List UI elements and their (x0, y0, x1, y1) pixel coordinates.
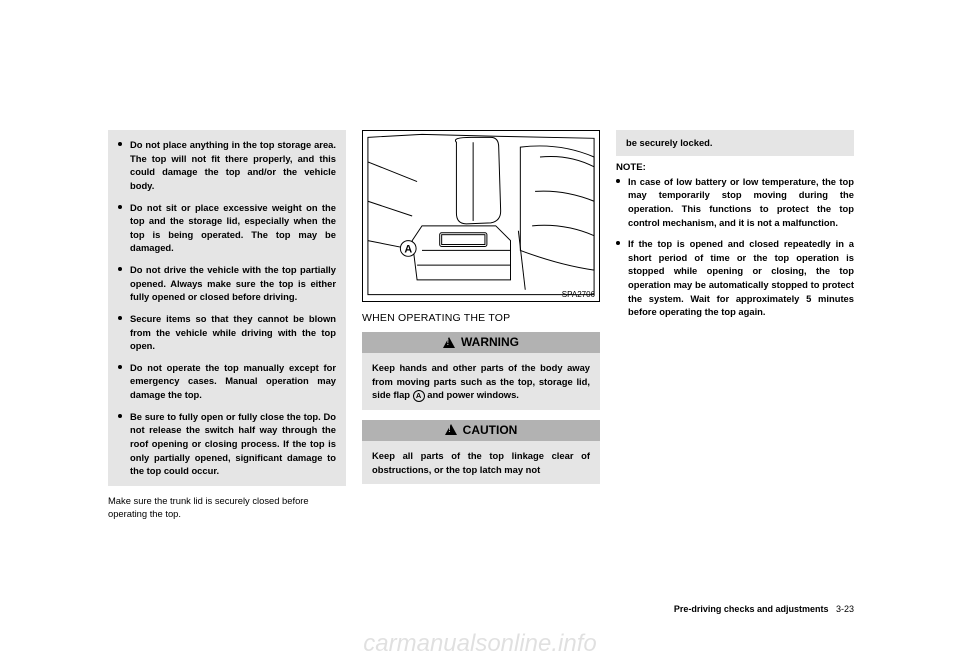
list-item: Do not operate the top manually except f… (118, 361, 336, 402)
watermark: carmanualsonline.info (363, 630, 596, 658)
column-2: A SPA2706 WHEN OPERATING THE TOP WARNING… (362, 130, 600, 620)
figure: A SPA2706 (362, 130, 600, 302)
page-content: Do not place anything in the top storage… (108, 130, 854, 620)
page-footer: Pre-driving checks and adjustments 3-23 (674, 604, 854, 614)
note-title: NOTE: (616, 162, 854, 173)
warning-body: Keep hands and other parts of the body a… (362, 353, 600, 410)
list-item-text: Do not operate the top manually except f… (130, 361, 336, 402)
column-1: Do not place anything in the top storage… (108, 130, 346, 620)
note-block: NOTE: In case of low battery or low temp… (616, 156, 854, 327)
warning-icon (445, 424, 457, 435)
list-item: If the top is opened and closed repeated… (616, 237, 854, 319)
bullet-icon (118, 316, 122, 320)
list-item: Do not drive the vehicle with the top pa… (118, 263, 336, 304)
warning-title: WARNING (461, 335, 519, 349)
bullet-icon (118, 142, 122, 146)
list-item-text: Do not sit or place excessive weight on … (130, 201, 336, 256)
footer-page: 3-23 (836, 604, 854, 614)
footer-section: Pre-driving checks and adjustments (674, 604, 829, 614)
column-3: be securely locked. NOTE: In case of low… (616, 130, 854, 620)
list-item: Do not sit or place excessive weight on … (118, 201, 336, 256)
list-item: Be sure to fully open or fully close the… (118, 410, 336, 478)
warning-icon (443, 337, 455, 348)
bullet-icon (616, 241, 620, 245)
bullet-icon (118, 365, 122, 369)
list-item-text: Do not drive the vehicle with the top pa… (130, 263, 336, 304)
list-item-text: In case of low battery or low temperatur… (628, 175, 854, 230)
bullet-icon (616, 179, 620, 183)
list-item-text: Do not place anything in the top storage… (130, 138, 336, 193)
list-item-text: If the top is opened and closed repeated… (628, 237, 854, 319)
figure-svg: A (363, 131, 599, 301)
caution-body: Keep all parts of the top linkage clear … (362, 441, 600, 484)
section-subtitle: WHEN OPERATING THE TOP (362, 312, 600, 324)
caution-header: CAUTION (362, 420, 600, 441)
list-item-text: Secure items so that they cannot be blow… (130, 312, 336, 353)
bullet-icon (118, 414, 122, 418)
figure-callout-a: A (404, 243, 412, 255)
bullet-icon (118, 205, 122, 209)
plain-paragraph: Make sure the trunk lid is securely clos… (108, 494, 346, 520)
list-item-text: Be sure to fully open or fully close the… (130, 410, 336, 478)
list-item: Do not place anything in the top storage… (118, 138, 336, 193)
callout-a-icon: A (413, 390, 425, 402)
list-item: Secure items so that they cannot be blow… (118, 312, 336, 353)
figure-code: SPA2706 (562, 290, 595, 299)
bullet-icon (118, 267, 122, 271)
caution-title: CAUTION (463, 423, 518, 437)
bullet-block: Do not place anything in the top storage… (108, 130, 346, 486)
warning-header: WARNING (362, 332, 600, 353)
list-item: In case of low battery or low temperatur… (616, 175, 854, 230)
caution-continuation: be securely locked. (616, 130, 854, 156)
